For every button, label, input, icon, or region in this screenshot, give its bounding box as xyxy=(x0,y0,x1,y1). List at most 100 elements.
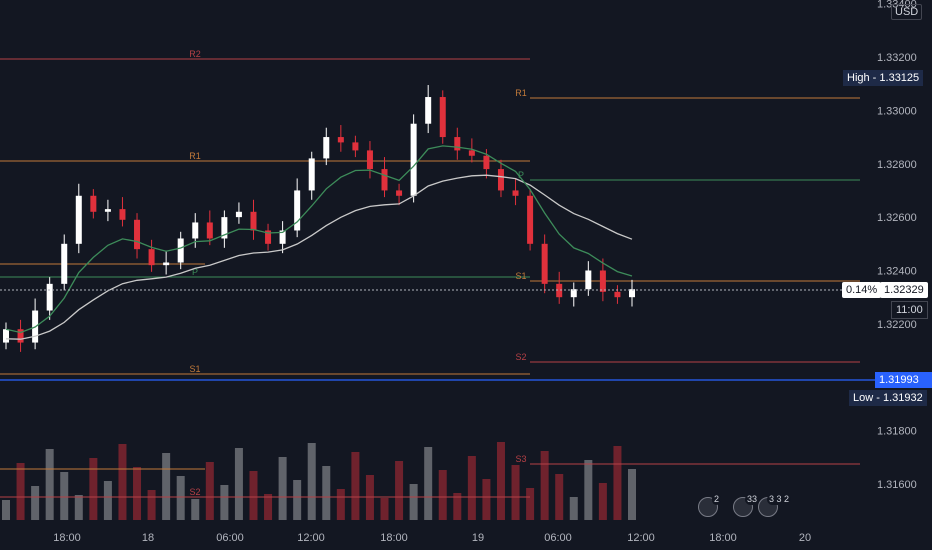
price-axis-label: 1.31600 xyxy=(877,479,917,491)
volume-bar xyxy=(249,471,258,520)
time-axis-label: 20 xyxy=(799,532,811,544)
volume-bar xyxy=(511,465,520,520)
volume-bar xyxy=(438,470,447,520)
volume-bar xyxy=(526,488,535,520)
candle-body xyxy=(629,289,635,298)
candle-body xyxy=(61,243,68,284)
candle-body xyxy=(512,190,519,196)
volume-bar xyxy=(278,457,287,520)
time-axis-label: 18:00 xyxy=(53,532,81,544)
candle-body xyxy=(235,211,242,218)
candle-body xyxy=(483,155,490,170)
candle-body xyxy=(366,150,373,170)
last-price-tag: 1.32329 xyxy=(880,282,928,298)
volume-bar xyxy=(147,490,156,520)
candle-body xyxy=(90,195,97,212)
candle-body xyxy=(294,190,301,231)
price-axis[interactable]: 1.33400 1.33200 1.33000 1.32800 1.32600 1.324… xyxy=(877,0,917,491)
time-axis-label: 06:00 xyxy=(544,532,572,544)
candle-body xyxy=(177,238,184,263)
time-axis-label: 06:00 xyxy=(216,532,244,544)
time-axis[interactable]: 18:00 18 06:00 12:00 18:00 19 06:00 12:00 18:00 2… xyxy=(53,532,811,544)
candle-body xyxy=(614,291,621,298)
candle-body xyxy=(119,209,126,220)
candle-body xyxy=(134,219,141,250)
candlesticks xyxy=(3,85,635,352)
candle-body xyxy=(497,169,504,191)
candle-body xyxy=(410,123,417,196)
currency-indicator[interactable]: USD xyxy=(891,4,923,20)
time-axis-label: 19 xyxy=(472,532,484,544)
volume-bar xyxy=(74,495,83,520)
candle-body xyxy=(163,262,170,266)
volume-bar xyxy=(424,447,433,520)
volume-bar xyxy=(496,442,505,520)
pivot-label: R1 xyxy=(515,88,527,98)
high-price-tag: High - 1.33125 xyxy=(843,70,924,86)
volume-bar xyxy=(103,481,112,520)
candle-body xyxy=(425,97,432,124)
candle-body xyxy=(352,142,359,151)
price-axis-label: 1.31800 xyxy=(877,426,917,438)
volume-bar xyxy=(467,456,476,520)
volume-bar xyxy=(453,493,462,520)
volume-bar xyxy=(569,497,578,520)
time-axis-label: 18:00 xyxy=(380,532,408,544)
volume-bar xyxy=(395,461,404,520)
price-axis-label: 1.32400 xyxy=(877,266,917,278)
volume-bar xyxy=(351,452,360,520)
pivot-label: S1 xyxy=(189,364,200,374)
candle-body xyxy=(585,270,592,290)
volume-bar xyxy=(307,443,316,520)
candle-body xyxy=(541,243,548,284)
volume-bar xyxy=(540,451,549,520)
candle-body xyxy=(570,289,577,298)
time-axis-label: 18 xyxy=(142,532,154,544)
price-axis-label: 1.32200 xyxy=(877,319,917,331)
volume-bar xyxy=(176,476,185,520)
candle-body xyxy=(279,230,286,244)
volume-bar xyxy=(380,498,389,520)
price-axis-label: 1.32800 xyxy=(877,159,917,171)
volume-bars xyxy=(2,442,636,520)
candle-body xyxy=(439,97,446,138)
low-price-tag: Low - 1.31932 xyxy=(849,390,927,406)
volume-bar xyxy=(2,500,10,520)
volume-bar xyxy=(220,485,229,520)
candle-body xyxy=(221,217,228,239)
volume-bar xyxy=(234,448,243,520)
pivot-label: S1 xyxy=(515,271,526,281)
candle-body xyxy=(46,283,53,311)
volume-bar xyxy=(118,444,127,520)
volume-bar xyxy=(133,467,142,520)
time-axis-label: 18:00 xyxy=(709,532,737,544)
candle-body xyxy=(396,190,403,196)
price-axis-label: 1.33400 xyxy=(877,0,917,11)
pivot-lines: R2 R1 P S1 S2 R1 P S1 S2 S3 xyxy=(0,49,860,498)
volume-bar xyxy=(89,458,98,520)
volume-bar xyxy=(628,469,636,520)
price-axis-label: 1.33000 xyxy=(877,105,917,117)
candle-body xyxy=(148,249,155,266)
event-count: 2 xyxy=(712,494,722,505)
pivot-label: P xyxy=(192,267,198,277)
price-axis-label: 1.32600 xyxy=(877,212,917,224)
candle-body xyxy=(323,137,330,159)
candle-body xyxy=(265,230,272,244)
moving-average-slow xyxy=(5,174,633,340)
blue-line-price-tag: 1.31993 xyxy=(875,372,932,388)
volume-bar xyxy=(45,449,54,520)
volume-bar xyxy=(409,484,418,520)
event-count: 3 3 2 xyxy=(767,494,792,505)
candle-body xyxy=(17,329,24,343)
change-percent-tag: 0.14% xyxy=(842,282,882,298)
volume-bar xyxy=(555,474,564,520)
candle-body xyxy=(556,283,563,298)
volume-bar xyxy=(162,453,171,520)
volume-bar xyxy=(584,460,593,520)
volume-bar xyxy=(60,472,69,520)
candle-body xyxy=(337,137,344,143)
volume-bar xyxy=(31,486,40,520)
candle-body xyxy=(308,158,315,191)
